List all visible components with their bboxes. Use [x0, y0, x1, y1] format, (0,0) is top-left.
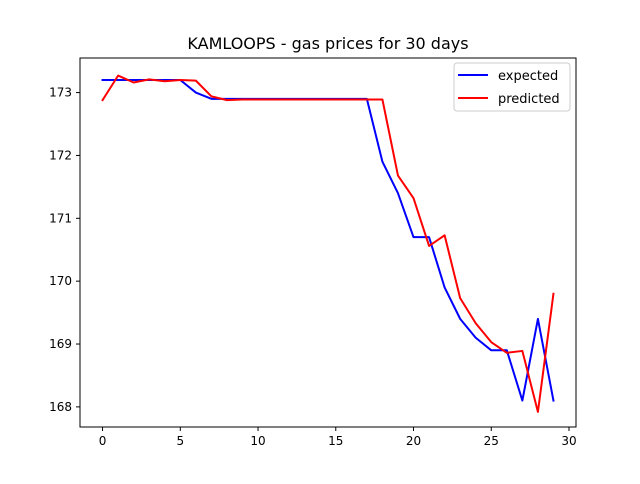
x-tick-label: 20 — [406, 434, 421, 448]
x-tick-label: 15 — [328, 434, 343, 448]
axes-frame — [79, 57, 577, 428]
plot-area — [79, 57, 577, 428]
x-tick-label: 25 — [484, 434, 499, 448]
y-tick-label: 171 — [49, 211, 72, 225]
legend: expected predicted — [453, 62, 571, 112]
y-tick-label: 172 — [49, 148, 72, 162]
y-tick-label: 168 — [49, 400, 72, 414]
y-axis: 168 169 170 171 172 173 — [49, 86, 80, 414]
y-tick-label: 173 — [49, 86, 72, 100]
x-axis: 0 5 10 15 20 25 30 — [99, 427, 577, 448]
x-tick-label: 0 — [99, 434, 107, 448]
y-tick-label: 169 — [49, 337, 72, 351]
series-line-predicted — [101, 74, 555, 413]
x-tick-label: 5 — [176, 434, 184, 448]
legend-label-expected: expected — [498, 69, 558, 84]
x-tick-label: 10 — [250, 434, 265, 448]
x-tick-label: 30 — [561, 434, 576, 448]
chart-title: KAMLOOPS - gas prices for 30 days — [187, 34, 468, 53]
y-tick-label: 170 — [49, 274, 72, 288]
series-line-expected — [101, 79, 555, 402]
legend-label-predicted: predicted — [498, 92, 560, 107]
